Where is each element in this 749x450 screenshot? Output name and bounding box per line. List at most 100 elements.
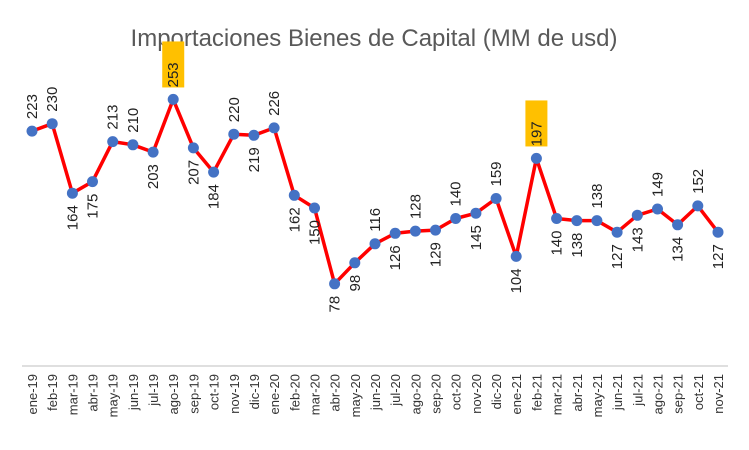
data-label: 164 — [64, 205, 81, 230]
data-label: 220 — [226, 97, 243, 122]
x-tick-label: dic-20 — [489, 374, 504, 409]
data-point — [470, 207, 482, 219]
data-label: 129 — [428, 242, 445, 267]
data-point — [288, 189, 300, 201]
data-label: 127 — [710, 244, 727, 269]
data-label: 213 — [105, 105, 122, 130]
data-point — [349, 257, 361, 269]
data-label: 210 — [125, 108, 142, 133]
data-point — [107, 136, 119, 148]
data-label: 78 — [327, 296, 344, 313]
data-label: 226 — [266, 91, 283, 116]
x-tick-label: sep-19 — [186, 374, 201, 414]
x-tick-label: oct-19 — [207, 374, 222, 410]
x-tick-label: ago-20 — [408, 374, 423, 414]
data-label: 140 — [448, 181, 465, 206]
data-label: 138 — [569, 233, 586, 258]
data-point — [87, 176, 98, 188]
x-tick-label: jul-20 — [388, 374, 403, 407]
data-label: 143 — [629, 227, 646, 252]
data-point — [591, 215, 603, 227]
data-point — [369, 238, 381, 250]
data-point — [530, 152, 542, 164]
data-point — [208, 166, 220, 178]
data-point — [652, 203, 663, 215]
data-label: 128 — [407, 194, 424, 219]
data-point — [46, 118, 58, 130]
data-label: 140 — [549, 231, 566, 256]
data-label: 150 — [307, 220, 324, 245]
data-label: 149 — [650, 172, 667, 197]
data-point — [430, 224, 441, 236]
data-point — [712, 226, 724, 238]
data-label: 159 — [488, 161, 505, 186]
x-tick-label: jun-20 — [368, 374, 383, 411]
data-point — [450, 213, 462, 224]
data-point — [510, 250, 522, 262]
data-label: 175 — [85, 194, 102, 219]
x-tick-label: sep-21 — [671, 374, 686, 414]
data-label: 219 — [246, 147, 263, 172]
data-point — [248, 129, 260, 141]
x-tick-label: jun-21 — [610, 374, 625, 411]
x-tick-label: sep-20 — [429, 374, 444, 414]
x-tick-label: jul-19 — [146, 374, 161, 407]
data-point — [167, 93, 179, 105]
data-point — [127, 139, 139, 151]
x-tick-label: abr-19 — [86, 374, 101, 412]
data-label: 98 — [347, 275, 364, 292]
data-point — [228, 128, 240, 140]
data-label: 230 — [44, 87, 61, 112]
x-tick-label: oct-20 — [449, 374, 464, 410]
data-label: 253 — [165, 62, 182, 87]
x-tick-label: may-20 — [348, 374, 363, 417]
x-tick-label: nov-19 — [227, 374, 242, 414]
x-tick-label: abr-20 — [328, 374, 343, 412]
data-label: 127 — [609, 244, 626, 269]
data-point — [631, 209, 643, 221]
data-label: 152 — [690, 169, 707, 194]
data-label-highlight — [162, 41, 185, 88]
data-label: 223 — [24, 94, 41, 119]
data-label: 207 — [185, 160, 202, 185]
data-label: 126 — [387, 245, 404, 270]
data-label-highlight — [525, 100, 548, 147]
data-point — [309, 202, 320, 214]
data-label: 162 — [286, 207, 303, 232]
data-label: 145 — [468, 225, 485, 250]
data-label: 184 — [206, 184, 223, 209]
data-point — [26, 125, 38, 137]
data-point — [490, 193, 502, 204]
x-tick-label: ene-19 — [25, 374, 40, 414]
chart-title: Importaciones Bienes de Capital (MM de u… — [131, 25, 618, 52]
data-point — [611, 226, 623, 238]
data-point — [571, 215, 583, 227]
x-tick-label: ene-20 — [267, 374, 282, 414]
x-tick-label: dic-19 — [247, 374, 262, 409]
data-point — [692, 200, 704, 212]
x-tick-label: feb-21 — [529, 374, 544, 411]
x-tick-label: ago-21 — [651, 374, 666, 414]
x-tick-label: oct-21 — [691, 374, 706, 410]
x-tick-label: feb-19 — [45, 374, 60, 411]
data-label: 197 — [528, 121, 545, 146]
data-point — [66, 187, 78, 199]
x-tick-label: nov-20 — [469, 374, 484, 414]
x-tick-label: mar-20 — [308, 374, 323, 415]
x-tick-label: feb-20 — [287, 374, 302, 411]
data-label: 138 — [589, 184, 606, 209]
data-label: 134 — [670, 237, 687, 262]
data-point — [551, 213, 563, 224]
x-tick-label: abr-21 — [570, 374, 585, 412]
x-tick-label: jun-19 — [126, 374, 141, 411]
data-point — [389, 227, 401, 239]
data-point — [672, 219, 684, 231]
data-label: 116 — [367, 208, 384, 232]
data-label: 203 — [145, 164, 162, 189]
data-point — [268, 122, 280, 134]
data-point — [147, 146, 159, 158]
data-label: 104 — [508, 268, 525, 293]
x-tick-label: jul-21 — [630, 374, 645, 407]
